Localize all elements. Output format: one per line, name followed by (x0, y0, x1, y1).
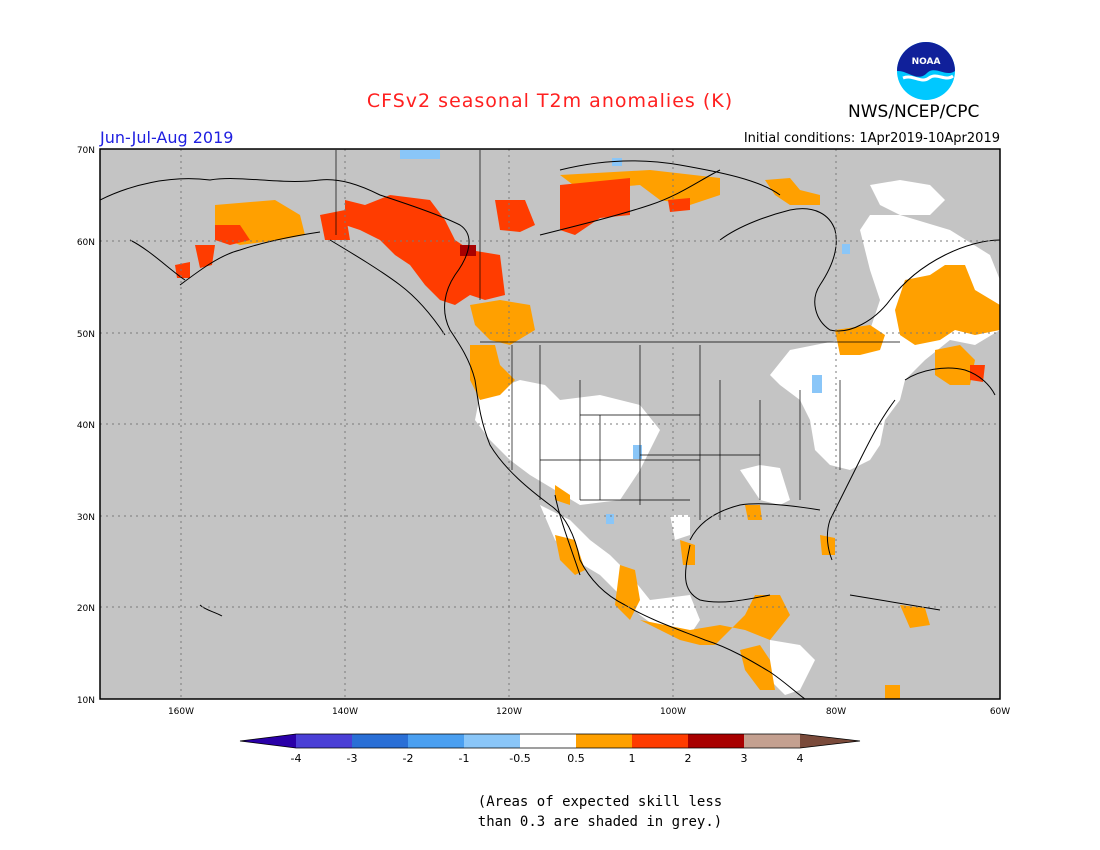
initial-conditions-label: Initial conditions: 1Apr2019-10Apr2019 (743, 131, 1000, 146)
colorbar (239, 733, 861, 749)
colorbar-label: -2 (403, 752, 414, 765)
agency-label: NWS/NCEP/CPC (848, 102, 980, 122)
map-frame (99, 148, 1001, 700)
lon-label-120w: 120W (496, 707, 522, 717)
colorbar-bin-5 (520, 734, 576, 748)
colorbar-arrow-low (240, 734, 296, 748)
colorbar-bin-9 (744, 734, 800, 748)
lat-label-50n: 50N (77, 330, 95, 340)
lon-label-80w: 80W (826, 707, 846, 717)
colorbar-label: 1 (629, 752, 636, 765)
coastlines (100, 160, 1000, 699)
colorbar-label: 0.5 (567, 752, 585, 765)
lon-label-100w: 100W (660, 707, 686, 717)
lat-label-60n: 60N (77, 238, 95, 248)
season-label: Jun-Jul-Aug 2019 (100, 128, 234, 147)
colorbar-label: -3 (347, 752, 358, 765)
colorbar-arrow-high (800, 734, 860, 748)
colorbar-label: 4 (797, 752, 804, 765)
skill-note: (Areas of expected skill less than 0.3 a… (0, 792, 1100, 832)
lon-label-140w: 140W (332, 707, 358, 717)
lat-label-70n: 70N (77, 146, 95, 156)
svg-text:NOAA: NOAA (912, 57, 941, 67)
skill-note-line-2: than 0.3 are shaded in grey.) (477, 814, 723, 830)
colorbar-bin-4 (464, 734, 520, 748)
anomaly-red-regions (175, 178, 985, 382)
colorbar-label: 2 (685, 752, 692, 765)
colorbar-label: -0.5 (509, 752, 530, 765)
lat-label-20n: 20N (77, 604, 95, 614)
noaa-logo: NOAA (897, 42, 955, 100)
colorbar-bin-3 (408, 734, 464, 748)
political-boundaries (335, 150, 900, 520)
lon-label-60w: 60W (990, 707, 1010, 717)
lat-label-30n: 30N (77, 513, 95, 523)
graticule (100, 149, 1000, 699)
colorbar-label: 3 (741, 752, 748, 765)
colorbar-label: -1 (459, 752, 470, 765)
lon-label-160w: 160W (168, 707, 194, 717)
colorbar-bin-2 (352, 734, 408, 748)
anomaly-lightblue-cells (400, 150, 850, 524)
skill-note-line-1: (Areas of expected skill less (477, 794, 723, 810)
colorbar-bin-8 (688, 734, 744, 748)
colorbar-bin-7 (632, 734, 688, 748)
colorbar-label: -4 (291, 752, 302, 765)
lat-label-10n: 10N (77, 696, 95, 706)
chart-title: CFSv2 seasonal T2m anomalies (K) (366, 90, 734, 112)
colorbar-bin-1 (296, 734, 352, 748)
lat-label-40n: 40N (77, 421, 95, 431)
colorbar-bin-6 (576, 734, 632, 748)
